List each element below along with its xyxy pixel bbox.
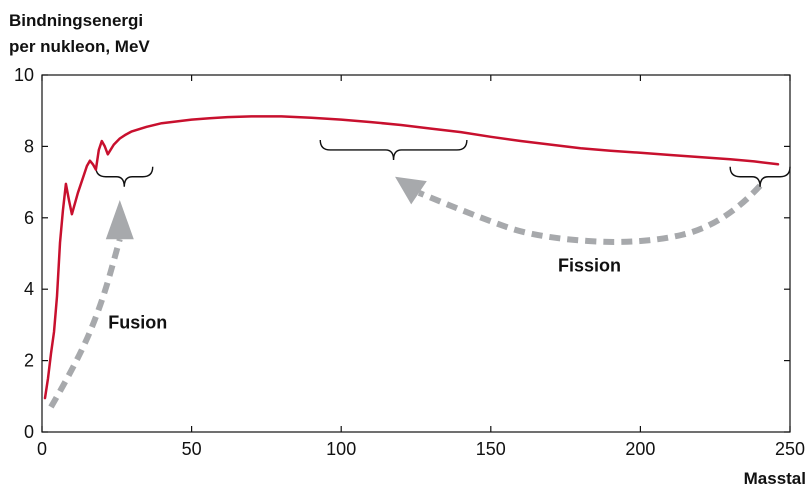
brace: [95, 166, 154, 187]
y-tick-label: 2: [24, 351, 34, 371]
brace: [319, 139, 468, 160]
x-tick-label: 250: [775, 439, 805, 459]
labels: Bindningsenergi per nukleon, MeV Masstal…: [9, 11, 806, 488]
nucleus-range-braces: [95, 139, 791, 187]
y-tick-label: 6: [24, 208, 34, 228]
y-axis-title-line2: per nukleon, MeV: [9, 37, 150, 56]
x-tick-label: 200: [625, 439, 655, 459]
fission-arrow-shaft: [417, 183, 763, 245]
fusion-arrow-shaft: [48, 238, 123, 409]
y-axis-title-line1: Bindningsenergi: [9, 11, 143, 30]
annotation-label: Fission: [558, 255, 621, 275]
y-tick-label: 4: [24, 279, 34, 299]
annotation-label: Fusion: [108, 312, 167, 332]
binding-energy-curve: [43, 115, 780, 400]
process-arrows: [48, 176, 763, 409]
brace: [729, 166, 791, 187]
curve-layer: [43, 115, 780, 400]
x-axis-title: Masstal: [744, 469, 806, 488]
y-tick-label: 0: [24, 422, 34, 442]
x-tick-label: 150: [476, 439, 506, 459]
y-tick-label: 8: [24, 136, 34, 156]
x-tick-label: 100: [326, 439, 356, 459]
fusion-arrowhead: [105, 199, 134, 240]
fission-arrowhead: [395, 176, 427, 205]
plot-frame: [41, 74, 791, 433]
y-tick-label: 10: [14, 65, 34, 85]
axes: 0 50 100 150 200 250 0 2 4 6 8 10: [14, 65, 805, 459]
x-tick-label: 0: [37, 439, 47, 459]
x-tick-label: 50: [182, 439, 202, 459]
